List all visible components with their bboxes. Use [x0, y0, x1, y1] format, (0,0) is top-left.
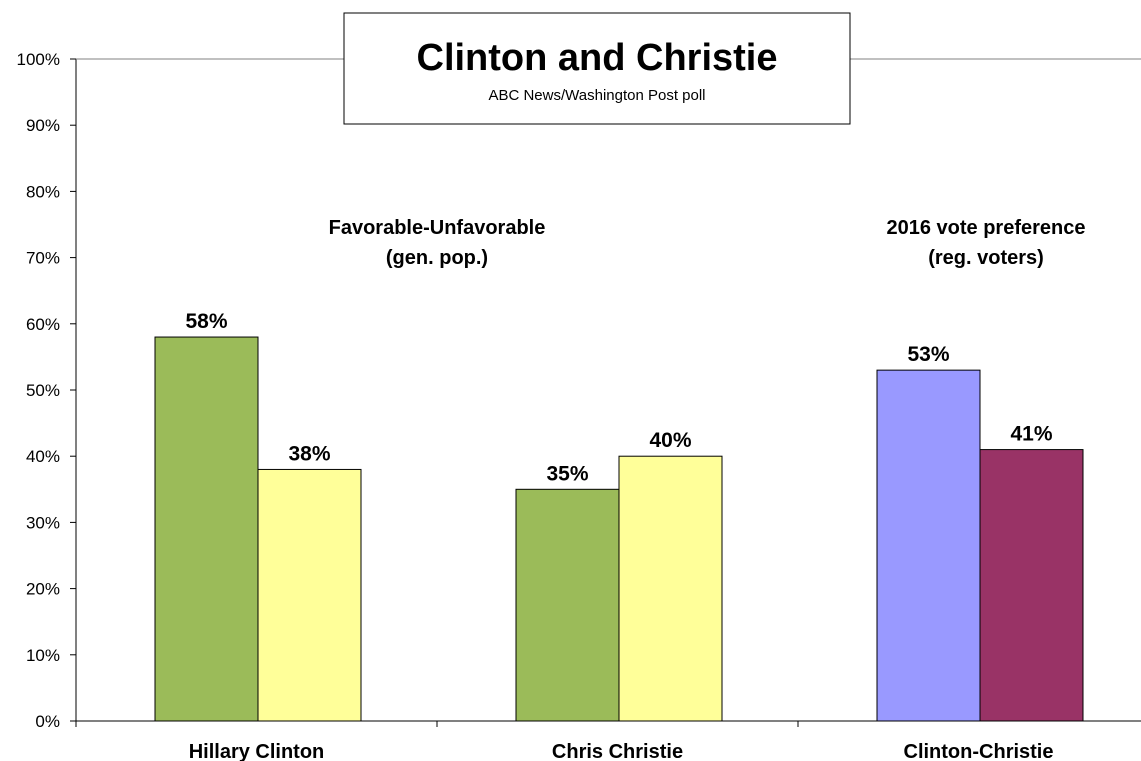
y-tick-label: 0% [35, 712, 60, 731]
category-label: Clinton-Christie [904, 741, 1054, 761]
title-box: Clinton and Christie ABC News/Washington… [343, 12, 851, 125]
section-label-vote-preference: 2016 vote preference (reg. voters) [886, 217, 1085, 269]
bar [618, 455, 723, 722]
data-label: 53% [907, 343, 949, 366]
y-tick-label: 30% [26, 513, 60, 532]
section-label-favorable: Favorable-Unfavorable (gen. pop.) [329, 217, 546, 269]
section-label-favorable-line1: Favorable-Unfavorable [329, 217, 546, 239]
section-label-vote-preference-line2: (reg. voters) [928, 247, 1044, 269]
bar [257, 468, 362, 722]
bar [515, 488, 620, 722]
axis-layer: 0% 10% 20% 30% 40% 50% 60% 70% 80% 90% 100% Hillary… [17, 50, 1141, 761]
section-label-vote-preference-line1: 2016 vote preference [886, 217, 1085, 239]
y-tick-label: 50% [26, 381, 60, 400]
data-label: 38% [288, 442, 330, 465]
data-label: 35% [546, 462, 588, 485]
chart-title: Clinton and Christie [417, 37, 778, 79]
data-label: 41% [1010, 423, 1052, 446]
y-tick-label: 20% [26, 580, 60, 599]
y-tick-label: 40% [26, 447, 60, 466]
bar [979, 449, 1084, 722]
data-label: 40% [649, 429, 691, 452]
y-tick-label: 10% [26, 646, 60, 665]
section-label-favorable-line2: (gen. pop.) [386, 247, 488, 269]
data-label: 58% [185, 310, 227, 333]
y-tick-label: 90% [26, 116, 60, 135]
bars-layer [154, 336, 1084, 722]
category-label: Hillary Clinton [189, 741, 325, 761]
bar [154, 336, 259, 722]
y-tick-label: 80% [26, 182, 60, 201]
category-label: Chris Christie [552, 741, 683, 761]
y-tick-label: 70% [26, 249, 60, 268]
chart-subtitle: ABC News/Washington Post poll [488, 87, 705, 104]
y-tick-label: 60% [26, 315, 60, 334]
y-tick-label: 100% [17, 50, 60, 69]
bar [876, 369, 981, 722]
labels-layer: 58% 38% 35% 40% 53% 41% [185, 310, 1052, 485]
